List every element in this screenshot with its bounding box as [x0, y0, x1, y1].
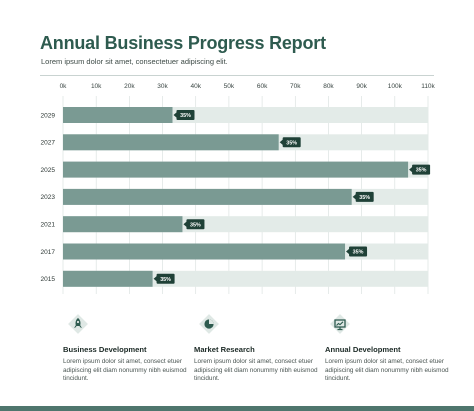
x-tick-label: 10k	[91, 83, 102, 90]
report-title: Annual Business Progress Report	[40, 33, 326, 53]
bar-chart: 0k 10k 20k 30k 40k 50k 60k 70k 80k 90k 100k 110k 202…	[41, 83, 436, 294]
value-label-pointer	[279, 139, 284, 146]
bar	[63, 243, 346, 260]
value-label: 35%	[416, 168, 427, 174]
header-divider	[40, 75, 434, 76]
value-label-bg	[355, 191, 374, 202]
value-label-bg	[282, 137, 301, 148]
x-tick-label: 80k	[323, 83, 334, 90]
value-label-bg	[156, 273, 175, 284]
x-tick-label: 70k	[290, 83, 301, 90]
bar	[63, 134, 279, 151]
value-label: 35%	[286, 140, 297, 146]
x-tick-label: 100k	[388, 83, 403, 90]
category-label: 2025	[41, 167, 56, 174]
category-label: 2023	[41, 194, 56, 201]
value-label-pointer	[153, 275, 158, 282]
value-label-pointer	[183, 221, 187, 228]
value-label-bg	[349, 246, 368, 257]
bar	[63, 270, 153, 287]
category-label: 2027	[41, 140, 56, 147]
bar	[63, 161, 409, 178]
x-tick-label: 30k	[157, 83, 168, 90]
x-tick-label: 60k	[257, 83, 268, 90]
bar	[63, 216, 183, 233]
x-tick-label: 0k	[60, 83, 68, 90]
value-label-bg	[186, 219, 205, 230]
bar-track	[63, 270, 428, 287]
presentation-icon	[330, 314, 350, 334]
value-label: 35%	[353, 250, 364, 256]
x-tick-label: 110k	[421, 83, 435, 90]
category-label: 2017	[41, 249, 56, 256]
value-label: 35%	[180, 113, 191, 119]
x-tick-label: 50k	[224, 83, 235, 90]
report-subtitle: Lorem ipsum dolor sit amet, consectetuer…	[41, 57, 228, 66]
bar	[63, 188, 352, 205]
value-label: 35%	[359, 195, 370, 201]
value-label-pointer	[409, 166, 413, 173]
category-label: 2029	[41, 112, 56, 119]
value-label-bg	[412, 164, 431, 175]
bar	[63, 107, 173, 123]
rocket-icon	[68, 314, 88, 334]
feature-title: Market Research	[194, 345, 255, 354]
pie-chart-icon	[199, 314, 219, 334]
feature-title: Business Development	[63, 345, 147, 354]
value-label-pointer	[346, 248, 350, 255]
feature-title: Annual Development	[325, 345, 401, 354]
x-tick-label: 20k	[124, 83, 135, 90]
feature-description: Lorem ipsum dolor sit amet, consect etue…	[194, 358, 318, 383]
value-label-pointer	[173, 112, 177, 118]
feature-description: Lorem ipsum dolor sit amet, consect etue…	[325, 358, 449, 383]
x-tick-label: 90k	[356, 83, 367, 90]
feature-description: Lorem ipsum dolor sit amet, consect etue…	[63, 358, 187, 383]
value-label-pointer	[352, 193, 357, 200]
x-tick-label: 40k	[190, 83, 201, 90]
category-label: 2015	[41, 276, 56, 283]
footer-bar	[0, 406, 474, 411]
value-label: 35%	[160, 277, 171, 283]
value-label-bg	[176, 110, 195, 120]
value-label: 35%	[190, 222, 201, 228]
category-label: 2021	[41, 222, 56, 229]
